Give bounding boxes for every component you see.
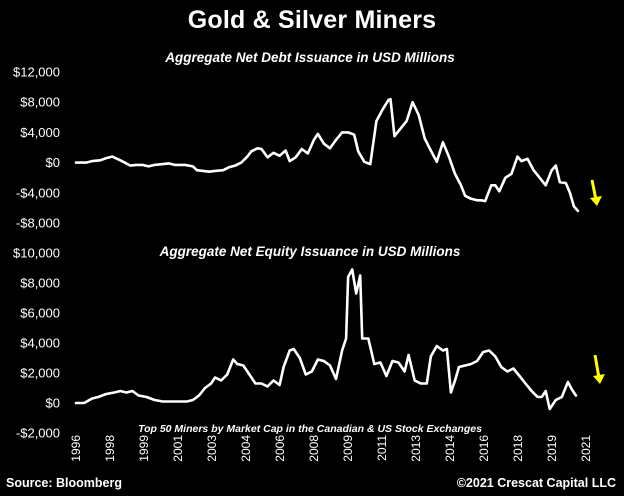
x-tick-label: 1996	[69, 435, 83, 462]
x-tick-label: 2004	[239, 435, 253, 462]
debt-y-tick-label: $4,000	[20, 125, 60, 140]
x-tick-label: 2001	[171, 435, 185, 462]
x-tick-label: 1998	[103, 435, 117, 462]
source-label: Source: Bloomberg	[6, 476, 122, 490]
equity-y-tick-label: $6,000	[20, 306, 60, 321]
x-tick-label: 1999	[137, 435, 151, 462]
equity-y-tick-label: $2,000	[20, 366, 60, 381]
debt-y-tick-label: -$8,000	[16, 216, 60, 231]
x-tick-label: 2006	[273, 435, 287, 462]
equity-chart: $10,000 $8,000 $6,000 $4,000 $2,000 $0 -$2,000	[13, 246, 605, 441]
x-tick-label: 2009	[341, 435, 355, 462]
x-tick-label: 2013	[409, 435, 423, 462]
equity-y-tick-label: $8,000	[20, 276, 60, 291]
debt-chart: $12,000 $8,000 $4,000 $0 -$4,000 -$8,000	[13, 65, 602, 231]
x-tick-label: 2008	[307, 435, 321, 462]
main-title: Gold & Silver Miners	[187, 6, 437, 34]
equity-chart-title: Aggregate Net Equity Issuance in USD Mil…	[159, 244, 461, 259]
debt-y-tick-label: $12,000	[13, 65, 60, 80]
equity-y-tick-label: $10,000	[13, 246, 60, 261]
equity-y-tick-label: $0	[46, 396, 60, 411]
debt-y-tick-label: $0	[46, 155, 60, 170]
x-axis: 1996 1998 1999 2001 2003 2004 2006 2008 2009 2011…	[69, 435, 593, 462]
x-tick-label: 2016	[477, 435, 491, 462]
chart-footnote: Top 50 Miners by Market Cap in the Canad…	[138, 423, 482, 435]
x-tick-label: 2018	[511, 435, 525, 462]
equity-y-tick-label: $4,000	[20, 336, 60, 351]
debt-down-arrow-icon	[590, 179, 602, 206]
x-tick-label: 2021	[579, 435, 593, 462]
equity-down-arrow-icon	[593, 354, 605, 384]
debt-series-line	[74, 97, 580, 213]
copyright-label: ©2021 Crescat Capital LLC	[456, 476, 616, 490]
debt-y-tick-label: -$4,000	[16, 185, 60, 200]
debt-y-tick-label: $8,000	[20, 95, 60, 110]
x-tick-label: 2014	[443, 435, 457, 462]
x-tick-label: 2003	[205, 435, 219, 462]
debt-chart-title: Aggregate Net Debt Issuance in USD Milli…	[164, 50, 455, 65]
x-tick-label: 2011	[375, 435, 389, 461]
equity-y-tick-label: -$2,000	[16, 426, 60, 441]
equity-series-line	[74, 268, 578, 411]
x-tick-label: 2019	[545, 435, 559, 462]
